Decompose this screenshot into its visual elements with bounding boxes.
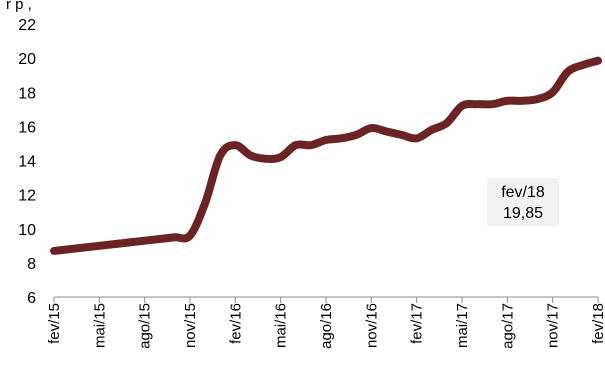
y-axis-tick-labels: 6 8 10 12 14 16 18 20 22 xyxy=(18,17,36,307)
y-tick-label: 12 xyxy=(18,188,36,205)
x-tick-label: fev/17 xyxy=(409,303,426,344)
x-axis-tick-labels: fev/15 mai/15 ago/15 nov/15 fev/16 mai/16 ago/… xyxy=(46,303,605,349)
series-line xyxy=(50,56,602,255)
y-tick-label: 20 xyxy=(18,51,36,68)
annotation-background xyxy=(487,178,559,226)
x-axis-tickmarks xyxy=(53,297,599,303)
x-tick-label: fev/18 xyxy=(590,303,605,344)
annotation-value: 19,85 xyxy=(503,205,543,222)
y-tick-label: 18 xyxy=(18,85,36,102)
x-tick-label: fev/15 xyxy=(46,303,63,344)
x-tick-label: nov/15 xyxy=(182,303,199,348)
y-tick-label: 22 xyxy=(18,17,36,34)
y-tick-label: 16 xyxy=(18,119,36,136)
x-tick-label: mai/17 xyxy=(454,303,471,348)
annotation-callout: fev/18 19,85 xyxy=(487,178,559,226)
x-tick-label: fev/16 xyxy=(227,303,244,344)
y-tick-label: 6 xyxy=(27,290,36,307)
y-tick-label: 8 xyxy=(27,256,36,273)
x-tick-label: mai/16 xyxy=(273,303,290,348)
y-tick-label: 14 xyxy=(18,154,36,171)
x-tick-label: ago/17 xyxy=(499,303,516,349)
x-tick-label: nov/17 xyxy=(545,303,562,348)
y-tick-label: 10 xyxy=(18,222,36,239)
x-tick-label: ago/15 xyxy=(137,303,154,349)
x-tick-label: mai/15 xyxy=(91,303,108,348)
x-tick-label: nov/16 xyxy=(363,303,380,348)
annotation-label: fev/18 xyxy=(501,184,545,201)
page-subtitle: r p , xyxy=(6,0,32,13)
x-tick-label: ago/16 xyxy=(318,303,335,349)
